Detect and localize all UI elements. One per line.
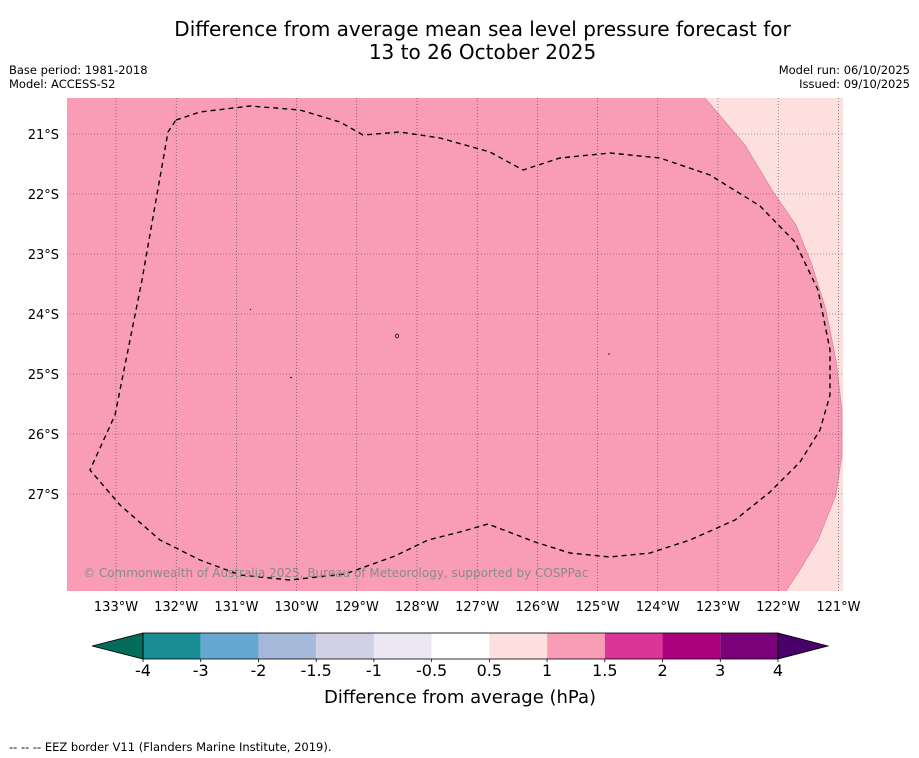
colorbar-segment xyxy=(662,633,721,659)
colorbar-tick-label: -1 xyxy=(366,661,382,680)
graticule xyxy=(67,98,843,591)
colorbar-tick-label: -3 xyxy=(193,661,209,680)
colorbar-segment xyxy=(373,633,432,659)
colorbar-tick-label: -1.5 xyxy=(301,661,332,680)
model-name: Model: ACCESS-S2 xyxy=(9,77,116,91)
latitude-label: 27°S xyxy=(28,488,59,503)
latitude-label: 23°S xyxy=(28,248,59,263)
colorbar-extend-high xyxy=(777,632,830,660)
base-period: Base period: 1981-2018 xyxy=(9,63,148,77)
latitude-label: 26°S xyxy=(28,428,59,443)
longitude-label: 132°W xyxy=(154,600,198,615)
anomaly-fill-1-to-1-5 xyxy=(67,98,843,591)
islands xyxy=(249,308,610,379)
longitude-label: 131°W xyxy=(214,600,258,615)
latitude-label: 22°S xyxy=(28,188,59,203)
longitude-label: 121°W xyxy=(816,600,860,615)
title-line-1: Difference from average mean sea level p… xyxy=(174,17,791,41)
colorbar-segment xyxy=(431,633,490,659)
colorbar-segment xyxy=(200,633,259,659)
latitude-label: 24°S xyxy=(28,308,59,323)
island xyxy=(395,333,399,339)
latitude-label: 21°S xyxy=(28,128,59,143)
longitude-labels: 133°W 132°W 131°W 130°W 129°W 128°W 127°W 126°W… xyxy=(94,600,861,615)
colorbar-tick-label: -4 xyxy=(135,661,151,680)
island xyxy=(249,308,252,311)
colorbar-tick-label: -2 xyxy=(250,661,266,680)
model-run: Model run: 06/10/2025 xyxy=(778,63,910,77)
colorbar-tick-label: 3 xyxy=(715,661,725,680)
colorbar-segment xyxy=(720,633,778,659)
title-line-2: 13 to 26 October 2025 xyxy=(368,40,597,64)
anomaly-contour-1hpa xyxy=(704,98,843,591)
chart-title: Difference from average mean sea level p… xyxy=(110,18,855,64)
colorbar-extend-low xyxy=(91,632,144,660)
colorbar-segment xyxy=(258,633,317,659)
colorbar: -4 -3 -2 -1.5 -1 -0.5 0.5 1 1.5 2 3 4 xyxy=(91,632,830,680)
colorbar-outline xyxy=(142,632,779,660)
latitude-label: 25°S xyxy=(28,368,59,383)
longitude-label: 133°W xyxy=(94,600,138,615)
meta-right: Model run: 06/10/2025 Issued: 09/10/2025 xyxy=(779,63,910,91)
island xyxy=(289,376,293,379)
latitude-labels: 21°S 22°S 23°S 24°S 25°S 26°S 27°S xyxy=(28,128,59,503)
colorbar-tick-label: 4 xyxy=(773,661,783,680)
colorbar-tick-label: 2 xyxy=(657,661,667,680)
longitude-label: 124°W xyxy=(636,600,680,615)
longitude-label: 126°W xyxy=(515,600,559,615)
colorbar-tick-label: 1 xyxy=(542,661,552,680)
longitude-label: 122°W xyxy=(756,600,800,615)
colorbar-segment xyxy=(489,633,548,659)
longitude-label: 130°W xyxy=(275,600,319,615)
meta-left: Base period: 1981-2018 Model: ACCESS-S2 xyxy=(9,63,148,91)
eez-footnote: -- -- -- EEZ border V11 (Flanders Marine… xyxy=(9,740,332,754)
colorbar-segment xyxy=(143,633,201,659)
colorbar-segment xyxy=(604,633,663,659)
longitude-label: 128°W xyxy=(395,600,439,615)
longitude-label: 127°W xyxy=(455,600,499,615)
copyright-text: © Commonwealth of Australia 2025, Bureau… xyxy=(83,566,588,580)
colorbar-segment xyxy=(547,633,605,659)
longitude-label: 123°W xyxy=(696,600,740,615)
colorbar-tick-label: 1.5 xyxy=(592,661,617,680)
longitude-label: 129°W xyxy=(335,600,379,615)
colorbar-title: Difference from average (hPa) xyxy=(324,687,596,708)
map-area: © Commonwealth of Australia 2025, Bureau… xyxy=(67,98,843,591)
issued-date: Issued: 09/10/2025 xyxy=(799,77,910,91)
anomaly-fill-0-5-to-1 xyxy=(705,98,843,591)
longitude-label: 125°W xyxy=(576,600,620,615)
eez-border xyxy=(89,105,831,581)
colorbar-tick-label: 0.5 xyxy=(477,661,502,680)
colorbar-segment xyxy=(316,633,374,659)
colorbar-tick-label: -0.5 xyxy=(416,661,447,680)
